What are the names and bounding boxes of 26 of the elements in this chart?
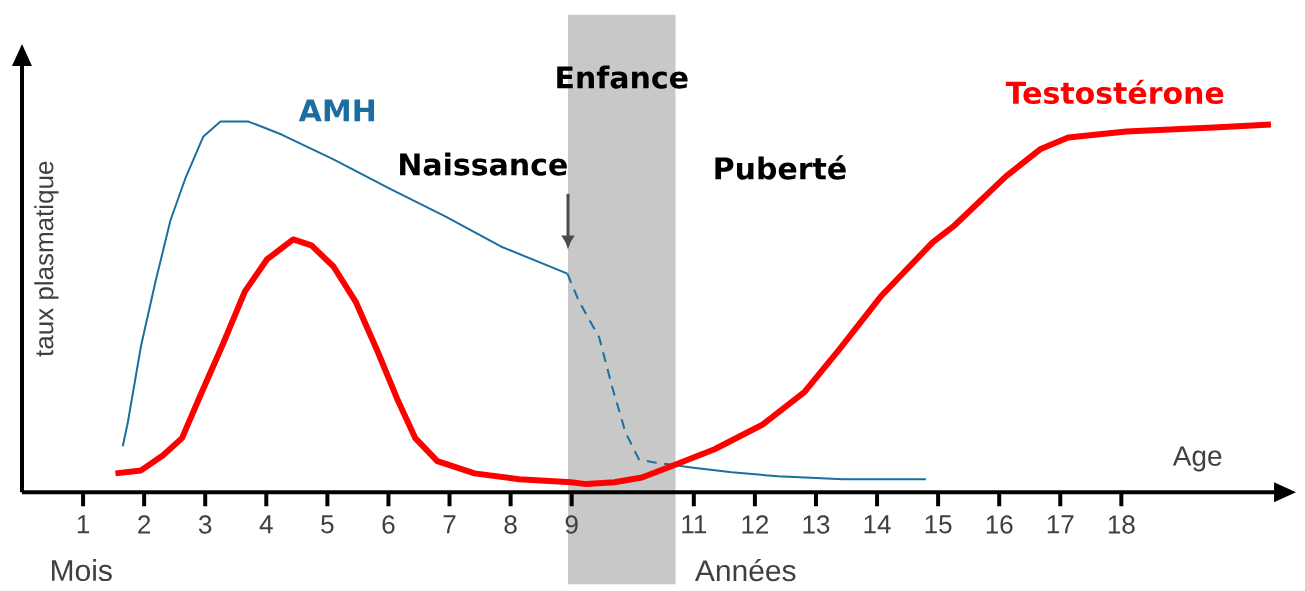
x-tick-label: 7 [443, 515, 456, 534]
x-tick-label: 6 [382, 515, 395, 534]
x-tick-label: 11 [682, 515, 707, 534]
annotation: Puberté [715, 155, 846, 180]
x-tick-label: 16 [986, 515, 1013, 534]
series-label: Testostérone [1005, 79, 1224, 105]
x-tick-label: 17 [1047, 515, 1074, 534]
x-tick-label: 13 [803, 515, 830, 534]
x-tick-label: 3 [199, 515, 212, 534]
x-tick-label: 1 [77, 515, 90, 534]
text: Mois [52, 559, 112, 582]
y-axis-title: taux plasmatique [34, 161, 59, 357]
x-tick-label: 4 [259, 515, 273, 534]
x-tick-label: 8 [504, 515, 517, 534]
x-tick-label: 14 [864, 515, 891, 534]
text: Années [694, 558, 796, 582]
series-label: AMH [298, 99, 375, 122]
x-axis-title: Age [1172, 446, 1222, 472]
x-tick-label: 9 [565, 515, 578, 534]
x-tick-label: 2 [138, 515, 151, 534]
annotation: Naissance [400, 152, 567, 176]
x-tick-label: 12 [742, 515, 769, 534]
x-tick-label: 5 [321, 515, 334, 534]
x-tick-label: 15 [925, 515, 952, 534]
band-label: Enfance [557, 65, 688, 89]
x-tick-label: 18 [1108, 515, 1135, 534]
